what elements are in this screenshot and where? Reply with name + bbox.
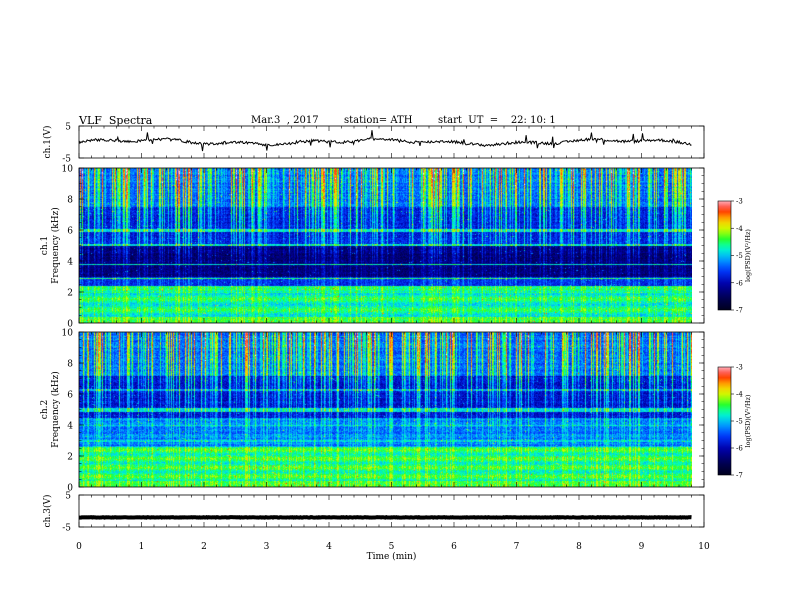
x-tick-label: 5 xyxy=(389,542,395,552)
ch2-spectrogram-ytick-label: 4 xyxy=(67,422,73,432)
ch1-colorbar-tick-label: -3 xyxy=(736,198,743,206)
ch1-waveform-trace xyxy=(78,130,692,152)
ch2-spectrogram-ylabel-line2: Frequency (kHz) xyxy=(50,371,61,448)
ch2-colorbar xyxy=(717,366,732,476)
ch2-spectrogram-ytick-label: 2 xyxy=(67,453,73,463)
x-tick-label: 2 xyxy=(201,542,207,552)
axes-layer xyxy=(78,125,734,528)
x-tick-label: 9 xyxy=(639,542,645,552)
ch1-colorbar-tick-label: -5 xyxy=(736,252,743,260)
ch1-spectrogram-ytick-label: 8 xyxy=(67,196,73,206)
spectrogram-image-ch2 xyxy=(79,332,692,487)
x-tick-label: 7 xyxy=(514,542,520,552)
ch2-spectrogram-ytick-label: 0 xyxy=(67,484,73,494)
x-tick-label: 4 xyxy=(326,542,332,552)
ch1-waveform-ylabel: ch.1(V) xyxy=(42,126,53,159)
ch2-colorbar-tick-label: -6 xyxy=(736,445,743,453)
x-tick-label: 10 xyxy=(698,542,710,552)
ch1-colorbar-tick-label: -6 xyxy=(736,279,743,287)
ch2-colorbar-tick-label: -3 xyxy=(736,364,743,372)
ch2-colorbar-tick-label: -4 xyxy=(736,391,743,399)
station-label: station= ATH xyxy=(344,115,413,126)
ch1-colorbar-tick-label: -7 xyxy=(736,307,743,315)
ch1-spectrogram-ylabel-line1: ch.1 xyxy=(40,236,50,255)
ch1-spectrogram-ylabel-line2: Frequency (kHz) xyxy=(50,207,61,284)
ch1-spectrogram-ytick-label: 10 xyxy=(62,165,74,175)
ch3-waveform-ytick-label: 5 xyxy=(65,492,71,502)
ch2-colorbar-tick-label: -5 xyxy=(736,418,743,426)
ch1-colorbar-label: log(PSD)(V²/Hz) xyxy=(744,229,752,282)
x-tick-label: 1 xyxy=(139,542,145,552)
ch1-colorbar-tick-label: -4 xyxy=(736,225,743,233)
ch1-colorbar xyxy=(717,200,732,311)
start-time-label: start UT = 22: 10: 1 xyxy=(438,115,556,126)
figure-title: VLF Spectra xyxy=(79,114,153,127)
date-label: Mar.3 , 2017 xyxy=(251,115,319,126)
ch1-spectrogram-ytick-label: 0 xyxy=(67,320,73,330)
ch2-spectrogram-ylabel-line1: ch.2 xyxy=(40,400,50,419)
x-tick-label: 3 xyxy=(264,542,270,552)
x-tick-label: 8 xyxy=(576,542,582,552)
x-tick-label: 6 xyxy=(451,542,457,552)
ch1-spectrogram-ytick-label: 2 xyxy=(67,289,73,299)
ch2-colorbar-label: log(PSD)(V²/Hz) xyxy=(744,394,752,447)
ch3-waveform-ylabel: ch.3(V) xyxy=(42,495,53,528)
ch1-spectrogram-ytick-label: 6 xyxy=(67,227,73,237)
ch2-spectrogram-ytick-label: 6 xyxy=(67,391,73,401)
spectrogram-layer xyxy=(79,168,692,487)
spectrogram-image-ch1 xyxy=(79,168,692,323)
ch1-waveform-ytick-label: -5 xyxy=(62,155,71,165)
x-axis-label: Time (min) xyxy=(367,551,417,562)
ch2-colorbar-tick-label: -7 xyxy=(736,472,743,480)
ch3-waveform-ytick-label: -5 xyxy=(62,524,71,534)
x-tick-label: 0 xyxy=(76,542,82,552)
ch2-spectrogram-ytick-label: 8 xyxy=(67,360,73,370)
ch1-spectrogram-ytick-label: 4 xyxy=(67,258,73,268)
ch1-waveform-ytick-label: 5 xyxy=(65,123,71,133)
ch2-spectrogram-ytick-label: 10 xyxy=(62,329,74,339)
waveform-layer xyxy=(78,130,692,520)
